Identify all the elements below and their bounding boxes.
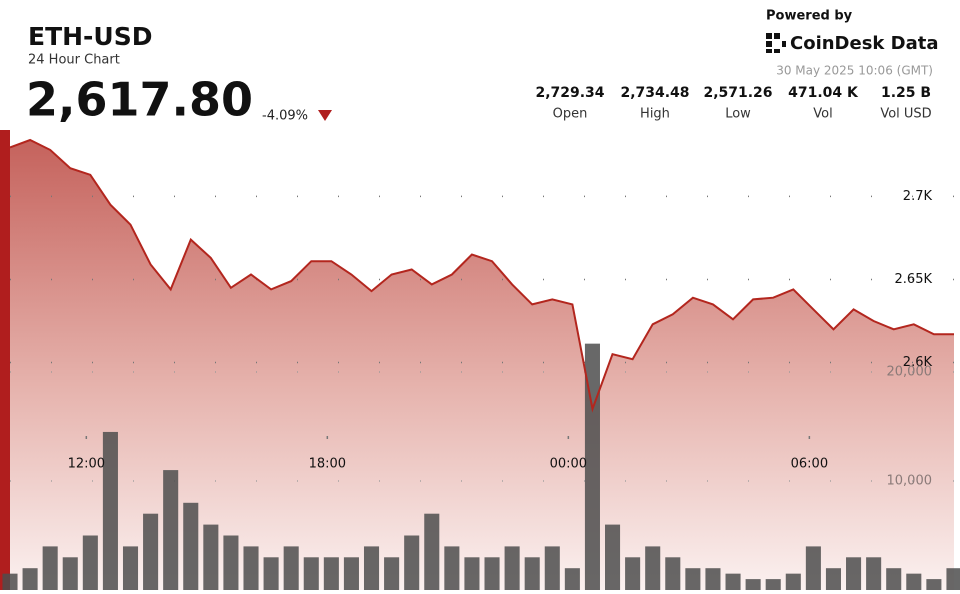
change: -4.09% — [262, 109, 308, 124]
volume-bar — [685, 568, 701, 590]
stat-value: 2,729.34 — [535, 85, 604, 101]
stat-label: High — [640, 107, 670, 122]
x-tick-label: 12:00 — [68, 457, 105, 472]
volume-bar — [102, 431, 118, 590]
volume-tick-label: 10,000 — [887, 473, 933, 488]
line-layer — [9, 138, 954, 413]
subtitle: 24 Hour Chart — [28, 53, 120, 68]
volume-bar — [464, 557, 480, 590]
volume-bar — [605, 524, 621, 590]
volume-bar — [343, 557, 359, 590]
volume-bar — [484, 557, 500, 590]
volume-tick-label: 20,000 — [887, 364, 933, 379]
stat-label: Low — [725, 107, 751, 122]
x-tick-label: 00:00 — [550, 457, 587, 472]
volume-bar — [424, 513, 440, 590]
volume-bar — [263, 557, 279, 590]
volume-bar — [404, 535, 420, 590]
timestamp: 30 May 2025 10:06 (GMT) — [776, 64, 933, 78]
volume-bar — [2, 573, 18, 590]
volume-bar — [906, 573, 922, 590]
stat-value: 2,734.48 — [620, 85, 689, 101]
price-line — [9, 138, 954, 413]
area-layer — [10, 140, 960, 590]
volume-bar — [384, 557, 400, 590]
y-tick-label: 2.6K — [903, 355, 933, 370]
price-area — [10, 140, 954, 590]
stat-label: Vol USD — [880, 107, 931, 122]
volume-bar — [143, 513, 159, 590]
volume-bar — [524, 557, 540, 590]
volume-bar — [725, 573, 741, 590]
volume-bar — [122, 546, 139, 590]
volume-bar — [203, 524, 219, 590]
label-layer: 2.6K 2.65K 2.7K 12:00 18:00 00:00 06:00 10,000 2… — [68, 189, 933, 489]
volume-bar — [866, 557, 882, 590]
volume-bar — [444, 546, 460, 590]
plot: 2.6K 2.65K 2.7K 12:00 18:00 00:00 06:00 10,000 2… — [2, 138, 960, 590]
stat-value: 471.04 K — [788, 85, 859, 101]
volume-bar — [946, 568, 960, 590]
volume-bar — [283, 546, 299, 590]
volume-bar — [665, 557, 681, 590]
volume-bar — [705, 568, 721, 590]
y-tick-label: 2.65K — [895, 272, 933, 287]
volume-bar — [504, 546, 520, 590]
left-accent — [0, 130, 10, 590]
volume-bar — [303, 557, 319, 590]
volume-bar — [926, 579, 942, 590]
stat-label: Vol — [813, 107, 832, 122]
volume-bar — [765, 579, 781, 590]
stat-value: 1.25 B — [881, 85, 931, 101]
price: 2,617.80 — [26, 73, 253, 127]
volume-bar — [544, 546, 560, 590]
down-arrow — [318, 110, 332, 121]
brand: CoinDesk Data — [790, 33, 939, 54]
x-tick-label: 06:00 — [791, 457, 828, 472]
volume-bar — [564, 568, 580, 590]
logo-icon — [766, 33, 786, 53]
powered-by: Powered by — [766, 9, 853, 24]
volume-bar — [886, 568, 902, 590]
volume-bar — [645, 546, 661, 590]
volume-bar — [785, 573, 801, 590]
volume-bar — [163, 470, 179, 590]
volume-bar — [243, 546, 259, 590]
volume-bar — [625, 557, 641, 590]
volume-bar — [62, 557, 78, 590]
stat-value: 2,571.26 — [703, 85, 772, 101]
volume-bar — [82, 535, 98, 590]
volume-bar — [223, 535, 239, 590]
stats: 2,729.34 Open 2,734.48 High 2,571.26 Low 471.0… — [535, 85, 931, 122]
volume-bar — [805, 546, 821, 590]
volume-bar — [42, 546, 58, 590]
volume-bar — [363, 546, 380, 590]
title: ETH-USD — [28, 22, 153, 51]
volume-bar — [22, 568, 38, 590]
y-tick-label: 2.7K — [903, 189, 933, 204]
volume-bar — [183, 502, 199, 590]
volume-bar — [323, 557, 339, 590]
volume-bar — [825, 568, 841, 590]
x-tick-label: 18:00 — [309, 457, 346, 472]
bar-layer — [2, 343, 960, 590]
volume-bar — [584, 343, 600, 590]
volume-bar — [745, 579, 761, 590]
volume-bar — [846, 557, 862, 590]
stat-label: Open — [553, 107, 588, 122]
